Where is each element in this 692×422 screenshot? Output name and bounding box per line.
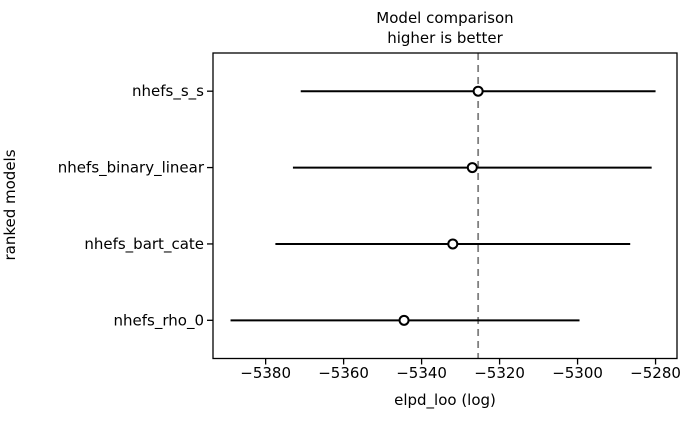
y-tick-label: nhefs_binary_linear bbox=[58, 159, 205, 178]
point-estimate-marker bbox=[447, 238, 459, 250]
point-estimate-marker bbox=[472, 85, 484, 97]
chart-subtitle: higher is better bbox=[387, 29, 503, 47]
point-estimate-marker bbox=[466, 162, 478, 174]
chart-title-block: Model comparison higher is better bbox=[213, 8, 677, 48]
x-axis-label: elpd_loo (log) bbox=[394, 391, 496, 409]
x-tick-label: −5380 bbox=[240, 364, 291, 382]
y-tick-label: nhefs_bart_cate bbox=[84, 235, 204, 254]
point-estimate-marker bbox=[398, 314, 410, 326]
chart-title: Model comparison bbox=[376, 9, 514, 27]
y-tick-label: nhefs_s_s bbox=[132, 82, 204, 101]
x-tick-label: −5320 bbox=[474, 364, 525, 382]
x-tick-label: −5280 bbox=[630, 364, 681, 382]
x-tick-label: −5340 bbox=[396, 364, 447, 382]
y-tick-label: nhefs_rho_0 bbox=[114, 311, 204, 330]
axes-frame bbox=[212, 52, 678, 360]
x-tick-label: −5360 bbox=[318, 364, 369, 382]
x-tick-label: −5300 bbox=[552, 364, 603, 382]
